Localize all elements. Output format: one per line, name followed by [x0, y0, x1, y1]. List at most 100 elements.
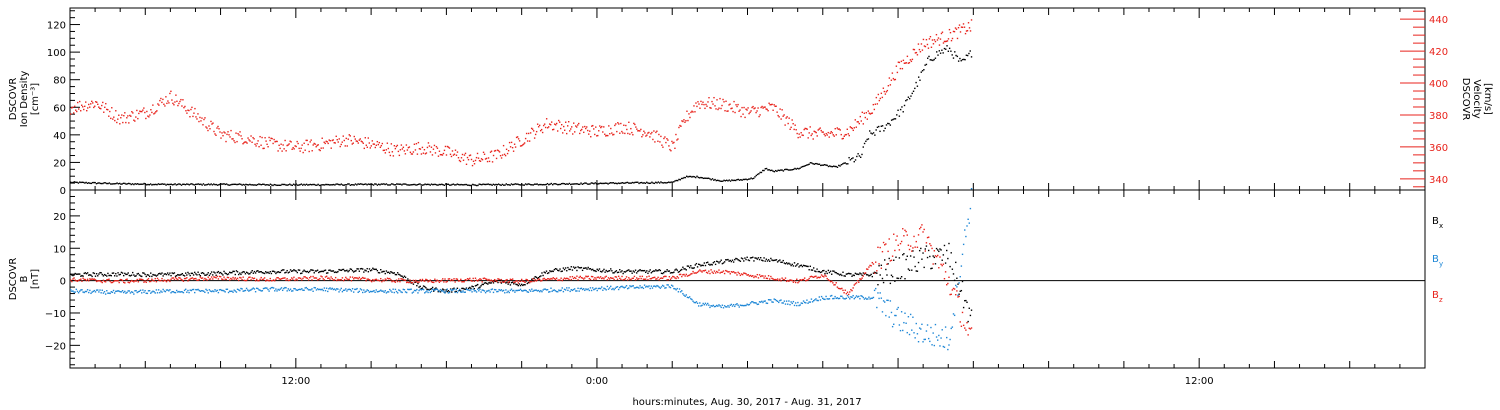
- density-point: [406, 184, 408, 186]
- velocity-point: [909, 59, 912, 61]
- bx-point: [581, 269, 584, 272]
- density-point: [383, 183, 385, 185]
- by-point: [188, 291, 190, 294]
- bz-point: [275, 278, 277, 280]
- bz-point: [683, 273, 685, 276]
- bx-point: [104, 274, 107, 276]
- velocity-point: [567, 125, 569, 127]
- by-point: [392, 288, 394, 290]
- bx-point: [372, 267, 374, 269]
- bx-point: [374, 268, 376, 271]
- bx-point: [677, 271, 680, 273]
- density-point: [955, 54, 957, 57]
- by-point: [942, 345, 945, 348]
- by-point: [251, 288, 253, 290]
- bz-point: [856, 279, 859, 282]
- bz-point: [497, 278, 499, 280]
- bx-point: [306, 270, 309, 273]
- velocity-point: [391, 151, 394, 153]
- density-point: [701, 177, 703, 179]
- density-point: [454, 184, 456, 186]
- bz-point: [881, 250, 884, 253]
- bz-point: [872, 263, 875, 265]
- by-point: [691, 298, 693, 301]
- by-point: [845, 297, 848, 300]
- density-point: [517, 183, 519, 185]
- velocity-point: [904, 62, 907, 64]
- by-point: [404, 291, 407, 293]
- density-tick-label: 120: [47, 21, 66, 32]
- density-point: [147, 183, 149, 186]
- bx-point: [796, 264, 798, 266]
- velocity-point: [365, 144, 367, 146]
- bz-point: [253, 277, 256, 279]
- bz-point: [756, 273, 759, 276]
- by-point: [312, 290, 314, 292]
- velocity-point: [312, 144, 314, 146]
- bx-point: [148, 275, 151, 278]
- velocity-point: [641, 135, 643, 138]
- bx-point: [221, 273, 223, 275]
- bz-point: [231, 278, 233, 280]
- velocity-point: [369, 147, 372, 149]
- bz-point: [762, 275, 764, 277]
- density-point: [482, 183, 484, 185]
- velocity-point: [873, 108, 876, 111]
- bx-point: [550, 270, 552, 273]
- density-point: [598, 182, 600, 185]
- bx-point: [663, 271, 665, 274]
- velocity-point: [127, 115, 129, 117]
- bz-point: [590, 275, 593, 278]
- bx-point: [217, 270, 220, 273]
- by-point: [250, 289, 252, 291]
- velocity-point: [307, 143, 309, 146]
- b-axis-label-line2: B: [19, 275, 30, 282]
- density-point: [648, 182, 651, 185]
- velocity-point: [503, 153, 506, 156]
- by-point: [334, 289, 337, 291]
- by-point: [396, 292, 399, 294]
- velocity-point: [581, 128, 583, 131]
- bz-point: [697, 270, 700, 272]
- density-point: [111, 183, 113, 185]
- density-point: [183, 183, 185, 185]
- density-point: [564, 183, 567, 185]
- bz-point: [764, 275, 766, 277]
- velocity-point: [657, 140, 659, 142]
- density-point: [309, 183, 312, 186]
- bx-point: [697, 263, 700, 265]
- velocity-point: [543, 123, 546, 125]
- density-point: [657, 181, 660, 183]
- bx-point: [191, 272, 194, 275]
- velocity-point: [639, 130, 641, 132]
- velocity-point: [969, 30, 972, 32]
- by-point: [83, 291, 85, 294]
- density-point: [465, 183, 468, 186]
- bz-point: [559, 279, 561, 281]
- bx-point: [946, 249, 948, 252]
- velocity-point: [956, 37, 959, 40]
- density-point: [652, 182, 654, 184]
- velocity-point: [119, 123, 121, 125]
- velocity-point: [920, 43, 923, 45]
- by-point: [758, 301, 761, 303]
- density-point: [459, 184, 461, 186]
- bx-point: [679, 269, 682, 272]
- density-point: [817, 163, 819, 166]
- velocity-point: [229, 136, 231, 138]
- bz-point: [313, 277, 315, 279]
- velocity-point: [166, 102, 168, 105]
- density-point: [262, 183, 264, 185]
- bx-point: [587, 266, 589, 269]
- density-point: [475, 184, 478, 187]
- bx-point: [727, 258, 729, 261]
- bz-point: [373, 280, 375, 282]
- velocity-point: [220, 137, 222, 139]
- bz-point: [711, 271, 713, 273]
- velocity-point: [692, 111, 694, 113]
- density-point: [358, 183, 361, 185]
- by-point: [437, 289, 439, 292]
- by-point: [929, 340, 931, 343]
- by-point: [510, 288, 513, 290]
- velocity-point: [683, 119, 685, 121]
